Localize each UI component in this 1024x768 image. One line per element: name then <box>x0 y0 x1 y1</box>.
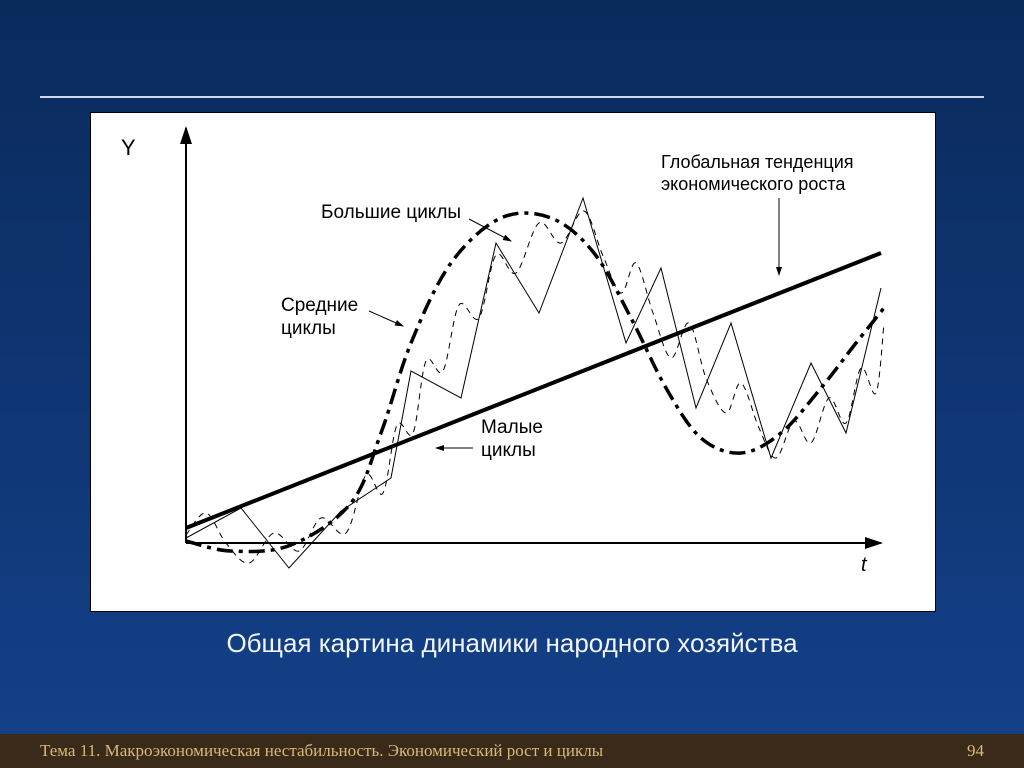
global-trend-label: экономического роста <box>661 174 846 194</box>
medium-cycles-label: циклы <box>281 318 336 339</box>
chart-container: YtБольшие циклыСредниециклыМалыециклыГло… <box>90 112 936 612</box>
title-divider <box>40 96 984 98</box>
slide-root: YtБольшие циклыСредниециклыМалыециклыГло… <box>0 0 1024 768</box>
small-cycles-label: Малые <box>481 417 543 438</box>
global-trend-label: Глобальная тенденция <box>661 152 854 172</box>
footer-bar: Тема 11. Макроэкономическая нестабильнос… <box>0 734 1024 768</box>
small-cycles-label: циклы <box>481 440 536 461</box>
page-number: 94 <box>967 741 984 761</box>
large-cycles-label: Большие циклы <box>321 202 461 223</box>
medium-cycles-label: Средние <box>281 295 358 316</box>
y-axis-label: Y <box>121 135 136 160</box>
x-axis-label: t <box>861 554 868 576</box>
small-cycles-line <box>186 198 881 568</box>
footer-text: Тема 11. Макроэкономическая нестабильнос… <box>40 741 603 761</box>
medium-cycles-arrow <box>369 311 403 326</box>
large-cycles-arrow <box>469 219 511 241</box>
chart-svg: YtБольшие циклыСредниециклыМалыециклыГло… <box>91 113 935 611</box>
slide-caption: Общая картина динамики народного хозяйст… <box>0 628 1024 659</box>
